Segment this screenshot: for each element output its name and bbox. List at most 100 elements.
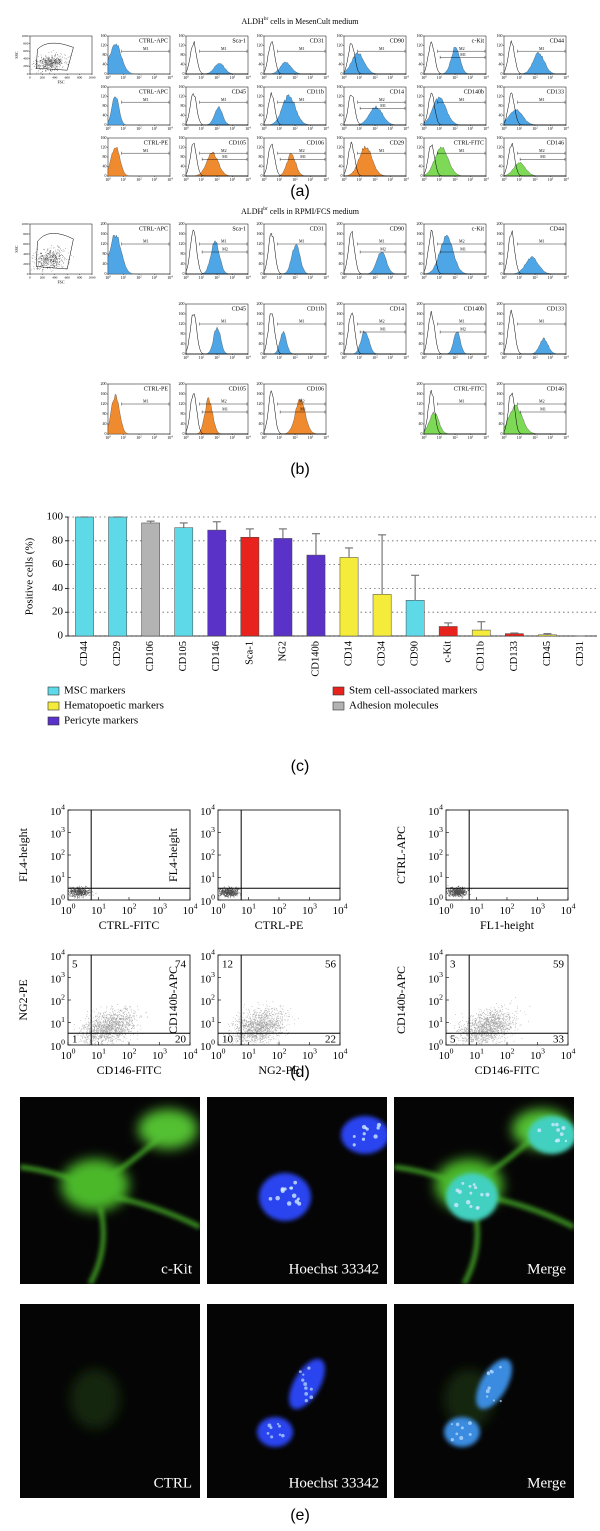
x-tick-label: CD44 (79, 640, 90, 666)
tick-label: 102 (372, 126, 378, 131)
tick-base: 10 (230, 75, 234, 80)
error-bar (179, 522, 188, 528)
tick-label: 103 (468, 275, 474, 280)
tick-base: 10 (91, 905, 103, 917)
tick-base: 10 (308, 177, 312, 182)
nucleus-spot (364, 1126, 368, 1130)
tick-label: 101 (121, 75, 127, 80)
bar (174, 527, 194, 637)
tick-label: 104 (483, 75, 489, 80)
tick-exponent: 0 (109, 435, 111, 438)
x-tick-label: 1000 (89, 75, 96, 79)
tick-base: 10 (517, 355, 521, 360)
tick-exponent: 3 (472, 177, 474, 180)
tick-exponent: 4 (439, 802, 443, 811)
nucleus-spot (278, 1433, 282, 1436)
nucleus-spot (283, 1187, 287, 1191)
tick-base: 10 (105, 435, 109, 440)
tick-exponent: 3 (312, 355, 314, 358)
error-bar (477, 621, 486, 631)
tick-label: 103 (152, 177, 158, 182)
x-axis-label: CD146-FITC (97, 1063, 162, 1077)
tick-base: 10 (50, 996, 62, 1008)
y-tick-label: 200 (497, 221, 503, 226)
y-tick-label: 0 (421, 173, 423, 178)
nucleus-spot (487, 1371, 490, 1374)
tick-base: 10 (230, 355, 234, 360)
y-tick-label: 80 (499, 52, 503, 57)
tick-exponent: 2 (536, 435, 538, 438)
gate-label: M1 (379, 148, 385, 153)
histogram-label: CD146 (547, 140, 564, 146)
nucleus (446, 1173, 498, 1221)
y-tick-label: 120 (337, 321, 343, 326)
tick-base: 10 (214, 126, 218, 131)
tick-label: 101 (121, 275, 127, 280)
tick-base: 10 (501, 355, 505, 360)
histogram (107, 234, 170, 275)
y-tick-label: 80 (52, 534, 64, 546)
tick-label: 104 (323, 275, 329, 280)
tick-label: 104 (323, 435, 329, 440)
tick-label: 101 (357, 275, 363, 280)
tick-label: 102 (50, 847, 65, 862)
tick-exponent: 4 (567, 275, 569, 278)
gate-label: M2 (299, 399, 305, 404)
tick-label: 102 (122, 901, 137, 916)
tick-exponent: 1 (281, 435, 283, 438)
histogram-label: CD133 (547, 306, 564, 312)
tick-exponent: 4 (249, 435, 251, 438)
bar (405, 600, 425, 637)
y-tick-label: 120 (179, 93, 185, 98)
tick-exponent: 1 (480, 1046, 484, 1055)
tick-base: 10 (532, 355, 536, 360)
tick-label: 102 (214, 75, 220, 80)
tick-exponent: 2 (140, 435, 142, 438)
tick-label: 102 (452, 275, 458, 280)
y-tick-label: 40 (103, 163, 107, 168)
tick-exponent: 1 (125, 275, 127, 278)
tick-exponent: 0 (265, 126, 267, 129)
x-tick-label: 0 (29, 275, 31, 279)
y-tick-label: 0 (421, 71, 423, 76)
x-axis-label: FSC (57, 79, 64, 84)
tick-label: 102 (532, 177, 538, 182)
x-tick-label: CD31 (575, 641, 586, 666)
y-tick-label: 80 (103, 154, 107, 159)
tick-label: 100 (61, 901, 76, 916)
tick-base: 10 (372, 275, 376, 280)
scatter-gate (35, 42, 74, 71)
x-tick-label: CD105 (178, 641, 189, 671)
tick-label: 100 (421, 355, 427, 360)
histogram-label: CD105 (229, 386, 246, 392)
nucleus-spot (373, 1134, 378, 1139)
legend-label: MSC markers (64, 685, 125, 697)
histogram-label: CD45 (232, 89, 246, 95)
tick-base: 10 (261, 275, 265, 280)
tick-exponent: 0 (345, 355, 347, 358)
tick-base: 10 (302, 905, 314, 917)
cell-body (61, 1159, 129, 1211)
y-tick-label: 160 (417, 33, 423, 38)
tick-exponent: 2 (536, 275, 538, 278)
nucleus-spot (266, 1431, 270, 1435)
panel-label: (b) (290, 461, 310, 478)
panel-title: ALDHbr cells in MesenCult medium (241, 16, 359, 26)
tick-exponent: 0 (187, 355, 189, 358)
gate-label: M2 (379, 97, 385, 102)
y-tick-label: 80 (181, 52, 185, 57)
tick-base: 10 (167, 435, 171, 440)
y-tick-label: 40 (339, 341, 343, 346)
y-tick-label: 0 (341, 122, 343, 127)
tick-base: 10 (428, 951, 440, 963)
tick-base: 10 (245, 355, 249, 360)
tick-base: 10 (230, 177, 234, 182)
y-tick-label: 1000 (22, 222, 29, 226)
tick-base: 10 (230, 275, 234, 280)
x-tick-label: 400 (52, 275, 58, 279)
tick-label: 104 (563, 355, 569, 360)
tick-label: 100 (50, 1037, 65, 1052)
tick-label: 102 (532, 435, 538, 440)
error-bar (311, 533, 320, 556)
